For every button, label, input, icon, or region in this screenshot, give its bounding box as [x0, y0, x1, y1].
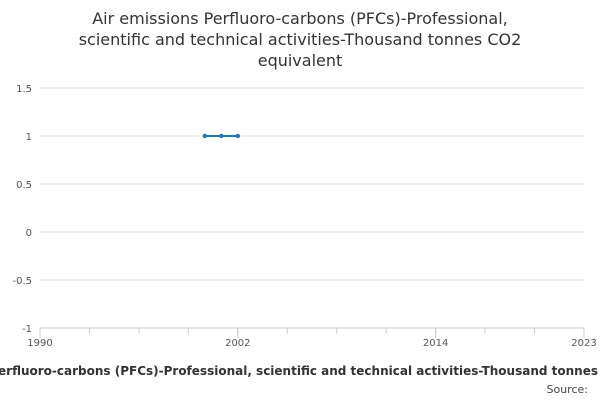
x-axis: 1990 2002 2014 2023: [27, 327, 597, 349]
y-tick-label: -0.5: [12, 276, 32, 287]
data-point[interactable]: [235, 133, 241, 139]
chart-title: Air emissions Perfluoro-carbons (PFCs)-P…: [79, 9, 522, 70]
y-tick-label: -1: [22, 324, 32, 335]
series-group: [202, 133, 241, 139]
x-tick-label: 1990: [27, 338, 52, 349]
y-tick-label: 0: [26, 228, 32, 239]
x-tick-label: 2023: [571, 338, 596, 349]
chart-title-line-1: Air emissions Perfluoro-carbons (PFCs)-P…: [92, 9, 508, 28]
y-tick-label: 1.5: [16, 84, 32, 95]
data-point[interactable]: [202, 133, 208, 139]
chart-title-line-2: scientific and technical activities-Thou…: [79, 30, 522, 49]
x-tick-label: 2002: [225, 338, 250, 349]
y-axis-ticks: 1.5 1 0.5 0 -0.5 -1: [12, 84, 32, 335]
source-label: Source:: [547, 383, 589, 396]
y-tick-label: 1: [26, 132, 32, 143]
chart-title-line-3: equivalent: [258, 51, 343, 70]
data-point[interactable]: [219, 133, 224, 139]
legend-entry: Air emissions Perfluoro-carbons (PFCs)-P…: [0, 364, 600, 378]
x-tick-label: 2014: [423, 338, 448, 349]
y-tick-label: 0.5: [16, 180, 32, 191]
gridlines: [40, 87, 584, 329]
